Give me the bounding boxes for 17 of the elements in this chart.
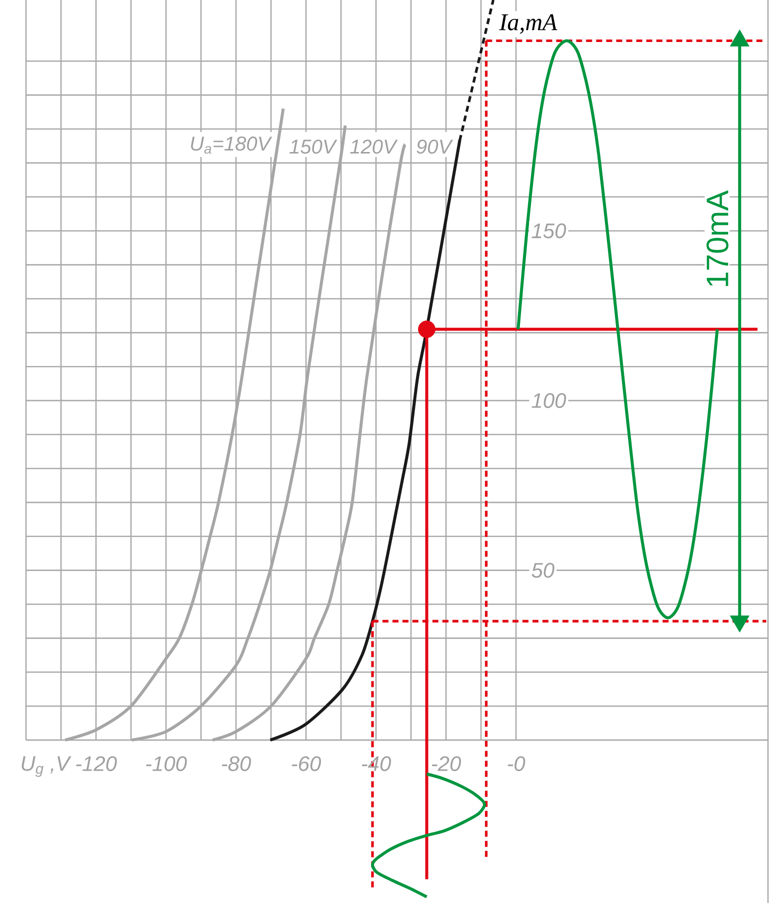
annotation: 170mA <box>706 190 728 286</box>
series-label: 150V <box>290 140 338 154</box>
y-axis-title: Ia,mA <box>499 14 558 34</box>
series-label: U$_{a}$=180V <box>191 136 272 154</box>
x-tick-label: -60 <box>292 756 322 772</box>
x-tick-label: -120 <box>76 756 117 772</box>
x-tick-label: -20 <box>432 756 462 772</box>
x-tick-label: -100 <box>146 756 187 772</box>
series-label: 90V <box>416 140 454 154</box>
y-tick-label: 100 <box>532 393 566 408</box>
x-tick-label: -80 <box>222 756 252 772</box>
y-tick-label: 50 <box>532 562 554 578</box>
x-axis-title: U$_{g}$ ,V <box>22 756 72 777</box>
x-tick-label: -40 <box>362 756 392 772</box>
y-tick-label: 150 <box>532 223 566 238</box>
series-label: 120V <box>350 140 398 154</box>
x-tick-label: -0 <box>508 756 526 772</box>
